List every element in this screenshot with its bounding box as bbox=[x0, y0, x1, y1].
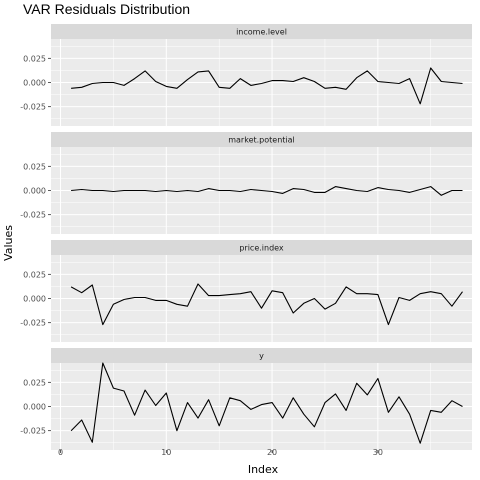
y-tick-label: 0.025 bbox=[23, 378, 46, 387]
facet-strip bbox=[51, 348, 472, 363]
x-tick-label: 10 bbox=[161, 448, 171, 457]
y-tick-label: -0.025 bbox=[20, 319, 46, 328]
facet-panels: income.level-0.0250.0000.025market.poten… bbox=[20, 24, 472, 450]
facet-strip bbox=[51, 24, 472, 39]
x-axis-title: Index bbox=[248, 463, 279, 476]
y-tick-label: -0.025 bbox=[20, 103, 46, 112]
x-tick-label: 0 bbox=[58, 448, 63, 457]
facet-strip-label: income.level bbox=[236, 28, 287, 37]
chart-title: VAR Residuals Distribution bbox=[23, 1, 190, 17]
series-line-income-level bbox=[71, 67, 463, 105]
y-tick-label: 0.000 bbox=[23, 79, 46, 88]
y-axis-title: Values bbox=[2, 225, 15, 261]
series-line-y bbox=[70, 362, 463, 444]
y-tick-label: 0.025 bbox=[23, 54, 46, 63]
facet-y: y -0.025 0.000 0.025 bbox=[20, 348, 472, 450]
x-tick-label: 30 bbox=[373, 448, 383, 457]
facet-strip bbox=[51, 240, 472, 255]
y-tick-label: -0.025 bbox=[20, 427, 46, 436]
y-tick-label: -0.025 bbox=[20, 211, 46, 220]
facet-strip-label: price.index bbox=[239, 244, 284, 253]
y-tick-label: 0.000 bbox=[23, 295, 46, 304]
series-line-price-index bbox=[70, 283, 463, 326]
facet-price-index: price.index -0.025 0.000 0.025 bbox=[20, 240, 472, 342]
facet-strip-label: y bbox=[259, 352, 264, 361]
y-tick-label: 0.025 bbox=[23, 162, 46, 171]
x-axis: 0 10 20 30 bbox=[58, 448, 383, 457]
facet-income-level: income.level -0.025 0.000 0.025 bbox=[20, 24, 472, 126]
y-tick-label: 0.000 bbox=[23, 187, 46, 196]
facet-market-potential: market.potential -0.025 0.000 0.025 bbox=[20, 132, 472, 234]
y-tick-label: 0.000 bbox=[23, 403, 46, 412]
x-tick-label: 20 bbox=[267, 448, 277, 457]
facet-strip bbox=[51, 132, 472, 147]
series-line-market-potential bbox=[71, 186, 463, 196]
y-tick-label: 0.025 bbox=[23, 270, 46, 279]
facet-strip-label: market.potential bbox=[228, 136, 295, 145]
